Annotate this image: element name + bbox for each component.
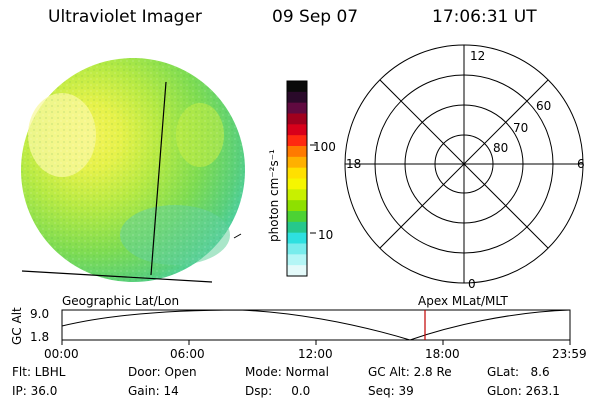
colorbar-tick-10: 10 xyxy=(318,228,333,242)
mode-field: Mode: Normal xyxy=(245,365,329,379)
gc-alt-field: GC Alt: 2.8 Re xyxy=(368,365,452,379)
colorbar-swatch xyxy=(287,265,307,277)
horizon-line xyxy=(21,270,213,283)
glat-field: GLat: 8.6 xyxy=(487,365,550,379)
colorbar-swatch xyxy=(287,232,307,245)
colorbar-swatch xyxy=(287,135,307,147)
mlt-label-12: 12 xyxy=(470,49,485,63)
timeline-plot xyxy=(61,309,571,345)
instrument-title: Ultraviolet Imager xyxy=(48,7,202,27)
mlt-label-18: 18 xyxy=(346,157,361,171)
terminator-line xyxy=(150,81,167,276)
colorbar-border xyxy=(286,80,308,277)
mlt-label-0: 0 xyxy=(468,277,476,291)
y-tick-9: 9.0 xyxy=(30,307,49,321)
x-tick-0000: 00:00 xyxy=(44,347,79,361)
colorbar-tick-100: 100 xyxy=(313,140,336,154)
colorbar-swatch xyxy=(287,81,307,93)
colorbar-swatch xyxy=(287,113,307,125)
colorbar-swatch xyxy=(287,254,307,266)
colorbar-swatch xyxy=(287,211,307,223)
colorbar-swatch xyxy=(287,91,307,104)
colorbar-swatch xyxy=(287,178,307,190)
date-label: 09 Sep 07 xyxy=(272,7,359,27)
colorbar-swatch xyxy=(287,200,307,212)
x-tick-0600: 06:00 xyxy=(170,347,205,361)
colorbar-swatch xyxy=(287,102,307,115)
lat-label-60: 60 xyxy=(536,99,551,113)
gain-field: Gain: 14 xyxy=(128,384,179,398)
time-label: 17:06:31 UT xyxy=(432,7,537,27)
filter-field: Flt: LBHL xyxy=(12,365,66,379)
y-tick-1-8: 1.8 xyxy=(30,330,49,344)
x-tick-1200: 12:00 xyxy=(298,347,333,361)
x-tick-2359: 23:59 xyxy=(552,347,587,361)
colorbar-swatch xyxy=(287,221,307,234)
lat-label-70: 70 xyxy=(513,121,528,135)
geographic-label: Geographic Lat/Lon xyxy=(62,294,179,308)
colorbar-swatch xyxy=(287,167,307,180)
polar-grid xyxy=(344,44,584,284)
colorbar-swatch xyxy=(287,243,307,255)
colorbar-swatch xyxy=(287,156,307,169)
lat-label-80: 80 xyxy=(493,141,508,155)
dsp-field: Dsp: 0.0 xyxy=(245,384,311,398)
apex-label: Apex MLat/MLT xyxy=(418,294,508,308)
seq-field: Seq: 39 xyxy=(368,384,414,398)
tick-mark xyxy=(233,233,242,239)
colorbar-swatch xyxy=(287,124,307,136)
glon-field: GLon: 263.1 xyxy=(487,384,560,398)
x-tick-1800: 18:00 xyxy=(425,347,460,361)
door-field: Door: Open xyxy=(128,365,197,379)
colorbar-swatch xyxy=(287,146,307,158)
colorbar-unit-label: photon cm⁻²s⁻¹ xyxy=(267,149,281,242)
timeline-axis-title: GC Alt xyxy=(10,307,24,345)
earth-disk xyxy=(21,58,245,282)
mlt-label-6: 6 xyxy=(577,157,585,171)
colorbar xyxy=(286,80,308,277)
colorbar-swatch xyxy=(287,189,307,201)
ip-field: IP: 36.0 xyxy=(12,384,58,398)
